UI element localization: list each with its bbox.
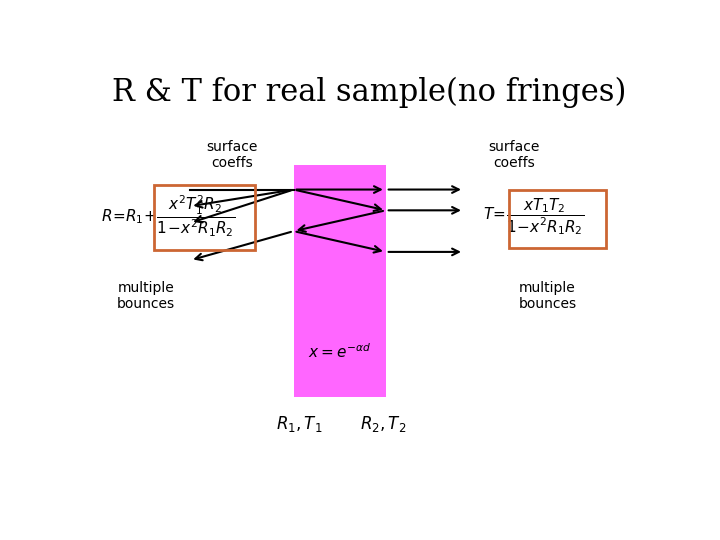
Text: surface
coeffs: surface coeffs [488, 140, 540, 170]
Text: surface
coeffs: surface coeffs [207, 140, 258, 170]
Text: $T\!=\!\dfrac{x T_1 T_2}{1\!-\!x^2 R_1 R_2}$: $T\!=\!\dfrac{x T_1 T_2}{1\!-\!x^2 R_1 R… [483, 196, 585, 237]
Text: $R\!=\!R_1\!+\!\dfrac{x^2 T_1^2 R_2}{1\!-\!x^2 R_1 R_2}$: $R\!=\!R_1\!+\!\dfrac{x^2 T_1^2 R_2}{1\!… [101, 194, 235, 239]
Bar [154, 185, 255, 250]
Text: $R_1, T_1$: $R_1, T_1$ [276, 414, 323, 434]
Text: $x = e^{-\alpha d}$: $x = e^{-\alpha d}$ [308, 342, 372, 361]
Bar [508, 190, 606, 248]
Text: R & T for real sample(no fringes): R & T for real sample(no fringes) [112, 77, 626, 109]
Text: $R_2, T_2$: $R_2, T_2$ [360, 414, 406, 434]
Text: multiple
bounces: multiple bounces [518, 281, 577, 311]
Text: multiple
bounces: multiple bounces [117, 281, 175, 311]
Bar [294, 165, 386, 397]
